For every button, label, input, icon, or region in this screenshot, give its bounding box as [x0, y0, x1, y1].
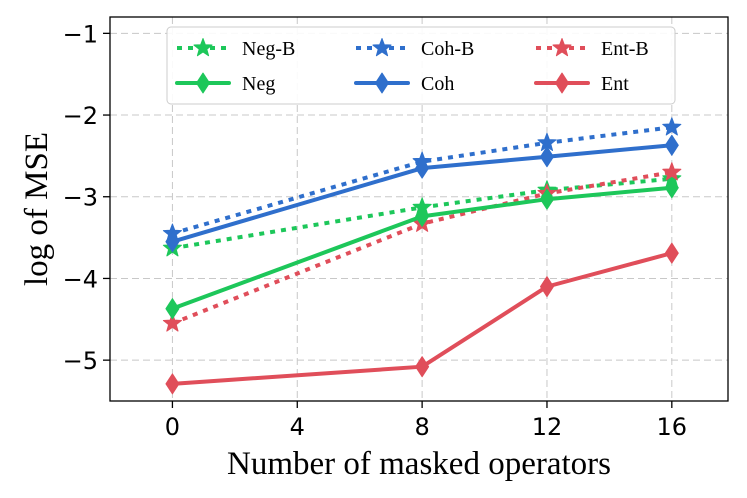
x-tick-label: 8	[414, 413, 429, 441]
data-point-neg	[415, 205, 430, 227]
legend-marker	[372, 38, 392, 57]
data-point-coh	[664, 134, 679, 156]
x-tick-label: 4	[290, 413, 305, 441]
data-point-coh-b	[662, 117, 682, 136]
y-axis-label: log of MSE	[19, 132, 55, 286]
legend-marker	[193, 38, 213, 57]
data-point-neg	[539, 188, 554, 210]
legend-marker	[552, 38, 572, 57]
x-tick-label: 0	[165, 413, 180, 441]
x-axis-label: Number of masked operators	[227, 446, 611, 482]
legend-label: Coh	[421, 73, 454, 95]
data-point-coh	[415, 157, 430, 179]
data-point-coh	[165, 231, 180, 253]
legend-item-coh: Coh	[354, 72, 454, 95]
legend-label: Neg-B	[242, 38, 295, 60]
y-tick-label: −5	[63, 347, 98, 375]
legend-label: Neg	[242, 73, 275, 95]
x-tick-label: 12	[532, 413, 563, 441]
data-point-neg	[664, 177, 679, 199]
y-tick-label: −1	[63, 20, 98, 48]
legend-marker	[375, 72, 389, 94]
data-point-coh	[539, 146, 554, 168]
y-tick-label: −2	[63, 102, 98, 130]
series-line-ent	[170, 251, 674, 386]
legend-marker	[555, 72, 569, 94]
data-point-ent	[415, 356, 430, 378]
data-point-ent	[539, 276, 554, 298]
series-group	[162, 117, 682, 395]
axis-ticks: 0 4 8 12 16 −5 −4 −3 −2 −1	[63, 20, 687, 441]
series-line-coh	[170, 143, 674, 244]
series-line-neg	[170, 185, 674, 311]
legend-marker	[196, 72, 210, 94]
legend-label: Ent-B	[601, 38, 649, 60]
data-point-ent	[664, 242, 679, 264]
legend-item-ent: Ent	[534, 72, 629, 95]
data-point-ent-b	[662, 162, 682, 181]
legend-item-neg-b: Neg-B	[177, 38, 295, 60]
plot-frame	[109, 16, 729, 402]
data-point-neg	[165, 298, 180, 320]
series-line-coh-b	[171, 125, 673, 236]
legend-item-ent-b: Ent-B	[536, 38, 649, 60]
legend-label: Ent	[601, 73, 629, 95]
series-neg	[165, 177, 679, 320]
legend-item-neg: Neg	[175, 72, 275, 95]
series-coh	[165, 134, 679, 253]
legend-item-coh-b: Coh-B	[356, 38, 474, 60]
y-tick-label: −4	[63, 265, 98, 293]
legend: Neg-B Coh-B Ent-B Neg Coh Ent	[166, 26, 676, 105]
series-ent	[165, 242, 679, 395]
x-tick-label: 16	[657, 413, 688, 441]
data-point-ent	[165, 373, 180, 395]
data-point-ent-b	[162, 313, 182, 332]
legend-label: Coh-B	[421, 38, 474, 60]
y-tick-label: −3	[63, 184, 98, 212]
series-line-neg-b	[172, 176, 673, 251]
